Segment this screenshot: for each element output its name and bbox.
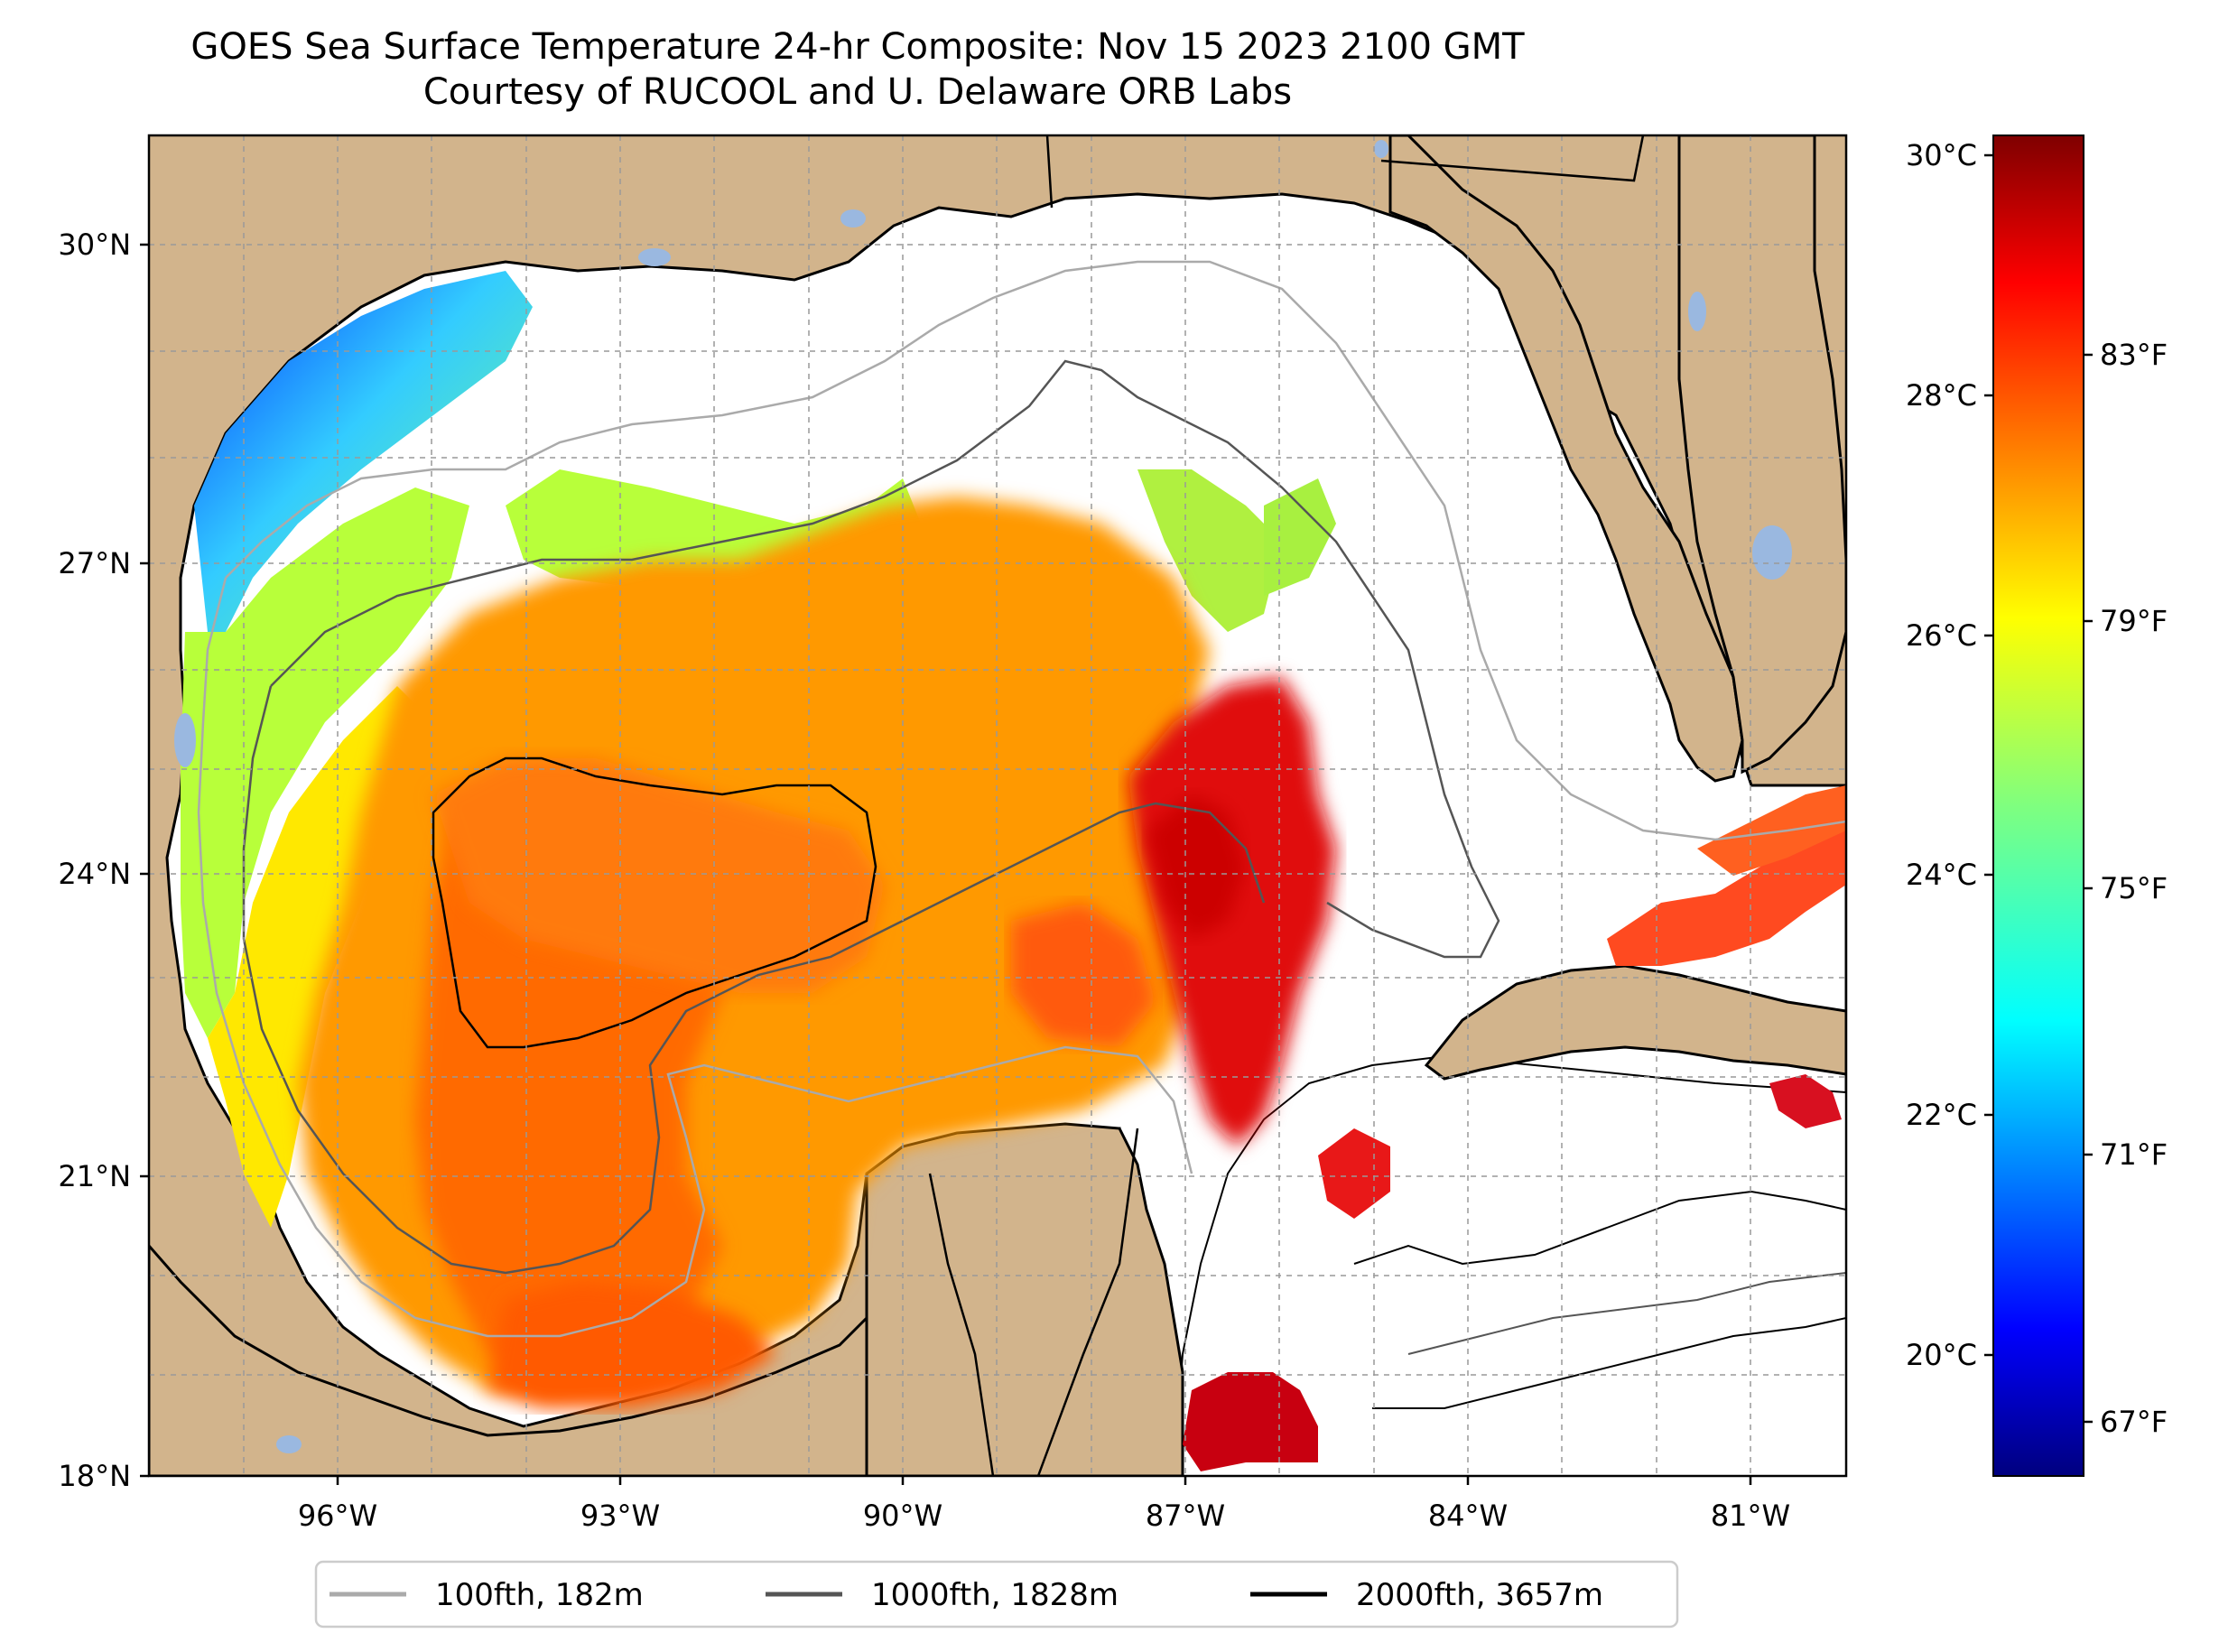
lon-label-84: 84°W	[1428, 1499, 1508, 1533]
celsius-tick-30: 30°C	[1906, 138, 1993, 172]
bathymetry-contours	[197, 260, 1846, 1409]
lon-label-93: 93°W	[580, 1499, 660, 1533]
fahrenheit-label-83: 83°F	[2100, 338, 2168, 372]
inland-water	[174, 140, 1792, 1453]
celsius-label-26: 26°C	[1906, 618, 1977, 653]
colorbar: 30°C 28°C 26°C 24°C 22°C 20°C 83°F	[1906, 135, 2168, 1477]
lon-label-90: 90°W	[863, 1499, 942, 1533]
sst-ne-green2	[1264, 478, 1336, 596]
florida-land	[1388, 135, 1744, 783]
fahrenheit-tick-83: 83°F	[2084, 338, 2168, 372]
lon-label-81: 81°W	[1711, 1499, 1790, 1533]
legend-label-100fth: 100fth, 182m	[435, 1577, 644, 1613]
cuba-land	[1424, 964, 1846, 1081]
sst-west-band	[181, 487, 469, 1038]
lake-okeechobee	[1752, 525, 1792, 580]
legend: 100fth, 182m 1000fth, 1828m 2000fth, 365…	[314, 1560, 1679, 1629]
lon-label-96: 96°W	[298, 1499, 377, 1533]
lat-label-18: 18°N	[58, 1459, 131, 1493]
fahrenheit-tick-75: 75°F	[2084, 871, 2168, 905]
sst-orange-red-center	[433, 758, 885, 993]
lat-tick-30: 30°N	[58, 227, 149, 262]
lat-label-21: 21°N	[58, 1159, 131, 1193]
lon-tick-84: 84°W	[1428, 1476, 1508, 1533]
legend-label-1000fth: 1000fth, 1828m	[871, 1577, 1119, 1613]
legend-item-2000fth: 2000fth, 3657m	[1250, 1577, 1603, 1613]
sst-straits-east2	[1697, 785, 1846, 876]
legend-item-1000fth: 1000fth, 1828m	[766, 1577, 1119, 1613]
celsius-label-30: 30°C	[1906, 138, 1977, 172]
political-borders	[928, 135, 1645, 1476]
colorbar-gradient	[1992, 135, 2084, 1477]
map-subtitle: Courtesy of RUCOOL and U. Delaware ORB L…	[422, 71, 1293, 113]
lon-tick-87: 87°W	[1146, 1476, 1225, 1533]
map-area	[149, 135, 1846, 1476]
lon-tick-96: 96°W	[298, 1476, 377, 1533]
sst-texas-coast	[194, 271, 533, 632]
contour-2000fth-caribbean	[1353, 1190, 1846, 1266]
lat-label-24: 24°N	[58, 857, 131, 891]
fahrenheit-tick-71: 71°F	[2084, 1137, 2168, 1172]
sst-red-central	[1011, 903, 1156, 1047]
lat-tick-27: 27°N	[58, 546, 149, 580]
sst-loop-current	[1128, 677, 1336, 1146]
contour-1000fth-caribbean	[1407, 1272, 1846, 1355]
sst-straits-east	[1607, 794, 1846, 966]
celsius-label-20: 20°C	[1906, 1338, 1977, 1372]
lon-tick-81: 81°W	[1711, 1476, 1790, 1533]
latitude-axis: 30°N 27°N 24°N 21°N 18°N	[58, 227, 149, 1493]
lat-tick-18: 18°N	[58, 1459, 149, 1493]
sst-yucatan-channel	[1318, 1128, 1390, 1219]
legend-box	[314, 1560, 1679, 1629]
legend-label-2000fth: 2000fth, 3657m	[1356, 1577, 1603, 1613]
map-frame	[147, 134, 1848, 1478]
sst-ne-green	[1137, 469, 1282, 632]
celsius-tick-22: 22°C	[1906, 1098, 1993, 1132]
contour-100fth	[225, 260, 1846, 841]
celsius-tick-26: 26°C	[1906, 618, 1993, 653]
legend-item-100fth: 100fth, 182m	[330, 1577, 644, 1613]
lon-tick-93: 93°W	[580, 1476, 660, 1533]
sst-loop-core	[1147, 794, 1246, 939]
contour-2000fth	[432, 756, 877, 1049]
fahrenheit-label-71: 71°F	[2100, 1137, 2168, 1172]
lon-label-87: 87°W	[1146, 1499, 1225, 1533]
fahrenheit-tick-67: 67°F	[2084, 1405, 2168, 1439]
mexico-south-land	[149, 1243, 868, 1476]
lat-label-30: 30°N	[58, 227, 131, 262]
sst-caribbean-red	[1183, 1372, 1318, 1471]
contour-2000fth-caribbean2	[1372, 1317, 1846, 1409]
graticule	[149, 135, 1846, 1476]
contour-1000fth	[270, 359, 1500, 959]
celsius-tick-20: 20°C	[1906, 1338, 1993, 1372]
fahrenheit-tick-79: 79°F	[2084, 604, 2168, 638]
celsius-label-22: 22°C	[1906, 1098, 1977, 1132]
lat-label-27: 27°N	[58, 546, 131, 580]
lon-tick-90: 90°W	[863, 1476, 942, 1533]
sst-campeche-south	[487, 1282, 776, 1408]
celsius-label-24: 24°C	[1906, 858, 1977, 892]
longitude-axis: 96°W 93°W 90°W 87°W 84°W 81°W	[298, 1476, 1790, 1533]
sst-caribbean-red2	[1769, 1074, 1842, 1128]
map-title: GOES Sea Surface Temperature 24-hr Compo…	[190, 26, 1525, 68]
fahrenheit-label-75: 75°F	[2100, 871, 2168, 905]
fahrenheit-label-79: 79°F	[2100, 604, 2168, 638]
florida-east-coast	[1677, 135, 1846, 775]
lat-tick-24: 24°N	[58, 857, 149, 891]
contour-1000fth-west	[242, 685, 1266, 1275]
celsius-tick-28: 28°C	[1906, 378, 1993, 413]
celsius-label-28: 28°C	[1906, 378, 1977, 413]
fahrenheit-label-67: 67°F	[2100, 1405, 2168, 1439]
contour-100fth-west	[197, 577, 1193, 1338]
lat-tick-21: 21°N	[58, 1159, 149, 1193]
celsius-tick-24: 24°C	[1906, 858, 1993, 892]
